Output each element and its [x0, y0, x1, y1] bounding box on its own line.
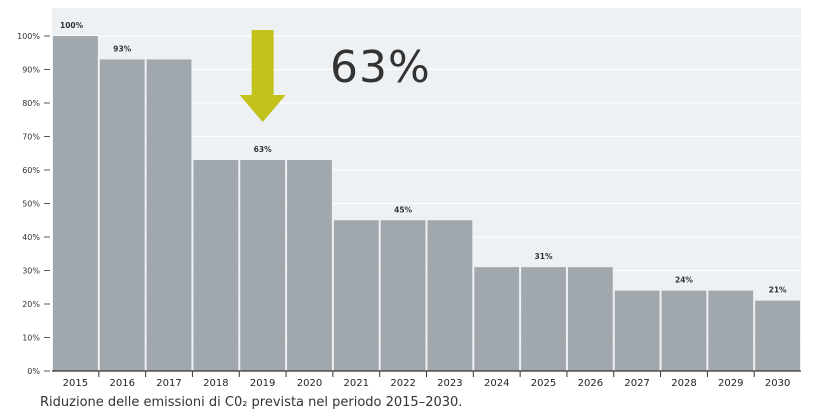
bar	[755, 300, 800, 371]
data-label: 31%	[535, 252, 553, 261]
y-tick-label: 20%	[22, 300, 40, 309]
bar	[333, 220, 379, 371]
chart-caption: Riduzione delle emissioni di C0₂ previst…	[40, 395, 463, 410]
y-tick-label: 50%	[22, 200, 40, 209]
bar	[427, 220, 473, 371]
down-arrow-icon	[239, 30, 286, 122]
bar	[661, 290, 707, 371]
y-tick-label: 30%	[22, 267, 40, 276]
x-tick-label: 2024	[484, 378, 509, 389]
x-tick-label: 2027	[624, 378, 649, 389]
x-tick-label: 2017	[156, 378, 181, 389]
x-tick-label: 2025	[531, 378, 556, 389]
bar	[99, 59, 145, 371]
bar	[614, 290, 660, 371]
data-label: 21%	[769, 286, 787, 295]
x-tick-label: 2028	[671, 378, 696, 389]
data-label: 100%	[60, 21, 84, 30]
y-tick-label: 70%	[22, 133, 40, 142]
x-tick-label: 2030	[765, 378, 790, 389]
bar	[380, 220, 426, 371]
x-tick-label: 2015	[63, 378, 88, 389]
y-tick-label: 80%	[22, 99, 40, 108]
x-tick-label: 2026	[578, 378, 603, 389]
annotation-percentage: 63%	[330, 42, 431, 93]
x-tick-label: 2018	[203, 378, 228, 389]
data-label: 24%	[675, 276, 693, 285]
y-tick-label: 60%	[22, 166, 40, 175]
bar	[287, 159, 332, 371]
x-tick-label: 2029	[718, 378, 743, 389]
y-tick-label: 40%	[22, 233, 40, 242]
data-label: 63%	[254, 145, 272, 154]
x-tick-label: 2022	[390, 378, 415, 389]
bar	[708, 290, 754, 371]
bar	[193, 159, 239, 371]
x-tick-label: 2019	[250, 378, 275, 389]
bar	[240, 159, 286, 371]
bar	[53, 36, 98, 371]
y-tick-label: 10%	[22, 334, 40, 343]
data-label: 93%	[113, 44, 131, 53]
data-label: 45%	[394, 205, 412, 214]
y-tick-label: 100%	[17, 32, 40, 41]
bar	[474, 267, 520, 371]
bar	[567, 267, 613, 371]
x-tick-label: 2020	[297, 378, 322, 389]
bar	[146, 59, 192, 371]
bar	[521, 267, 566, 371]
x-tick-label: 2023	[437, 378, 462, 389]
x-tick-label: 2021	[344, 378, 369, 389]
y-tick-label: 90%	[22, 66, 40, 75]
y-tick-label: 0%	[27, 367, 40, 376]
x-tick-label: 2016	[109, 378, 134, 389]
